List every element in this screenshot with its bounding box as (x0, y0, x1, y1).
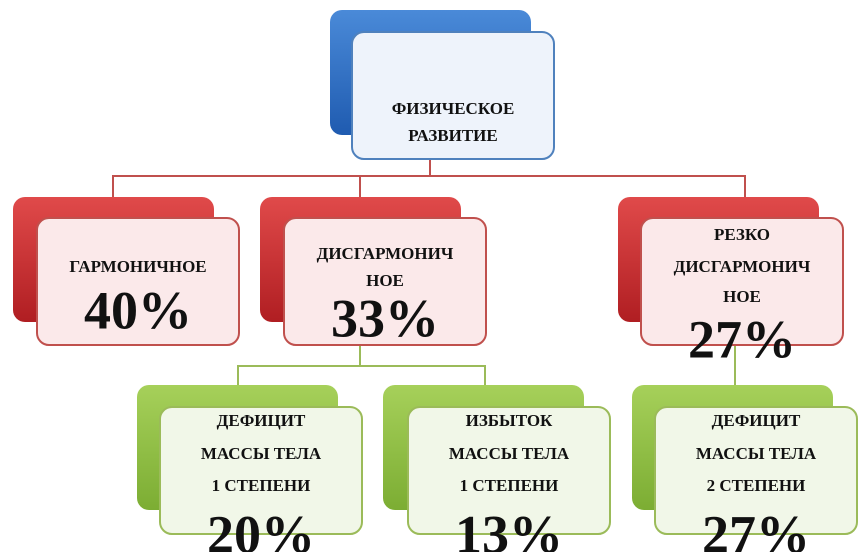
node: ИЗБЫТОК МАССЫ ТЕЛА 1 СТЕПЕНИ 13% (383, 385, 611, 552)
node: РЕЗКО ДИСГАРМОНИЧ НОЕ 27% (618, 197, 844, 369)
node-label: РАЗВИТИЕ (408, 126, 498, 145)
node-label: НОЕ (723, 287, 761, 306)
node-value: 40% (84, 280, 192, 340)
node: ГАРМОНИЧНОЕ 40% (13, 197, 240, 346)
node-value: 27% (688, 309, 796, 369)
node-value: 27% (702, 504, 810, 552)
node-label: ДЕФИЦИТ (712, 411, 801, 430)
node-value: 33% (331, 288, 439, 348)
node-label: ФИЗИЧЕСКОЕ (392, 99, 515, 118)
node-front (407, 406, 611, 535)
node-label: МАССЫ ТЕЛА (201, 444, 322, 463)
node-label: НОЕ (366, 271, 404, 290)
node-value: 13% (455, 504, 563, 552)
node-front (654, 406, 858, 535)
node-label: 2 СТЕПЕНИ (707, 476, 806, 495)
node-front (159, 406, 363, 535)
node-label: РЕЗКО (714, 225, 770, 244)
node: ДЕФИЦИТ МАССЫ ТЕЛА 1 СТЕПЕНИ 20% (137, 385, 363, 552)
node: ФИЗИЧЕСКОЕ РАЗВИТИЕ (330, 10, 555, 160)
node-label: 1 СТЕПЕНИ (212, 476, 311, 495)
node-label: ДИСГАРМОНИЧ (674, 257, 811, 276)
node-label: ИЗБЫТОК (466, 411, 553, 430)
connector-green (237, 345, 736, 385)
node: ДЕФИЦИТ МАССЫ ТЕЛА 2 СТЕПЕНИ 27% (632, 385, 858, 552)
node-front (351, 31, 555, 160)
connector-red (112, 158, 746, 197)
node-front (36, 217, 240, 346)
node-label: ГАРМОНИЧНОЕ (69, 257, 206, 276)
node-label: ДИСГАРМОНИЧ (317, 244, 454, 263)
node-front (640, 217, 844, 346)
node-label: ДЕФИЦИТ (217, 411, 306, 430)
node-value: 20% (207, 504, 315, 552)
node-label: МАССЫ ТЕЛА (696, 444, 817, 463)
node-label: 1 СТЕПЕНИ (460, 476, 559, 495)
node-front (283, 217, 487, 346)
node-label: МАССЫ ТЕЛА (449, 444, 570, 463)
connectors (112, 158, 746, 385)
